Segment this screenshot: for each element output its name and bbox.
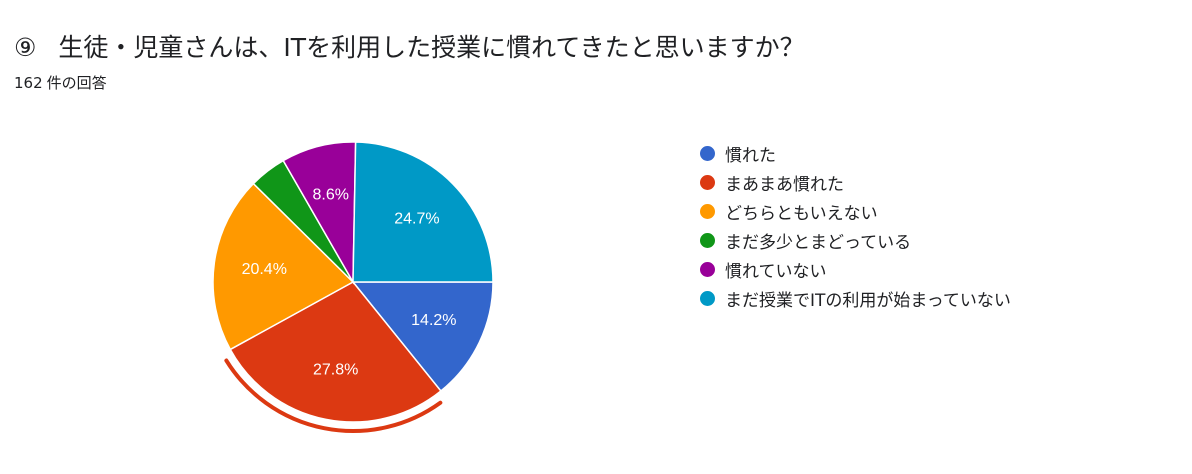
response-count-suffix: 件の回答	[46, 74, 107, 92]
legend-swatch	[700, 291, 715, 306]
legend-item-0[interactable]: 慣れた	[700, 139, 1011, 168]
legend-swatch	[700, 175, 715, 190]
highlight-arc	[224, 358, 443, 433]
response-count-number: 162	[14, 74, 43, 92]
legend-item-1[interactable]: まあまあ慣れた	[700, 168, 1011, 197]
chart-legend: 慣れたまあまあ慣れたどちらともいえないまだ多少とまどっている 慣れていないまだ授業…	[700, 139, 1011, 313]
legend-label: まだ授業でITの利用が始まっていない	[725, 291, 1011, 311]
question-number: ⑨	[14, 33, 37, 62]
legend-label: まあまあ慣れた	[725, 175, 844, 195]
legend-label: まだ多少とまどっている	[725, 233, 912, 253]
legend-swatch	[700, 262, 715, 277]
pie-slice-0[interactable]	[351, 281, 494, 393]
legend-label: 慣れた	[725, 146, 776, 166]
slice-label-0: 14.2%	[411, 312, 456, 329]
legend-item-3[interactable]: まだ多少とまどっている	[700, 226, 1011, 255]
legend-label: どちらともいえない	[725, 204, 878, 224]
legend-swatch	[700, 233, 715, 248]
legend-swatch	[700, 204, 715, 219]
slice-label-5: 24.7%	[394, 211, 439, 228]
question-title: ⑨ 生徒・児童さんは、ITを利用した授業に慣れてきたと思いますか？	[14, 28, 805, 68]
pie-slice-5[interactable]	[352, 141, 494, 283]
question-text: 生徒・児童さんは、ITを利用した授業に慣れてきたと思いますか？	[58, 33, 805, 62]
legend-item-2[interactable]: どちらともいえない	[700, 197, 1011, 226]
response-count: 162 件の回答	[14, 72, 107, 93]
slice-label-1: 27.8%	[313, 361, 358, 378]
pie-slice-2[interactable]	[212, 182, 355, 351]
legend-swatch	[700, 146, 715, 161]
pie-slice-1[interactable]	[229, 281, 442, 423]
slice-label-4: 8.6%	[312, 187, 348, 204]
slice-label-2: 20.4%	[242, 261, 287, 278]
legend-item-4[interactable]: 慣れていない	[700, 255, 1011, 284]
legend-label: 慣れていない	[725, 262, 827, 282]
legend-item-5[interactable]: まだ授業でITの利用が始まっていない	[700, 284, 1011, 313]
